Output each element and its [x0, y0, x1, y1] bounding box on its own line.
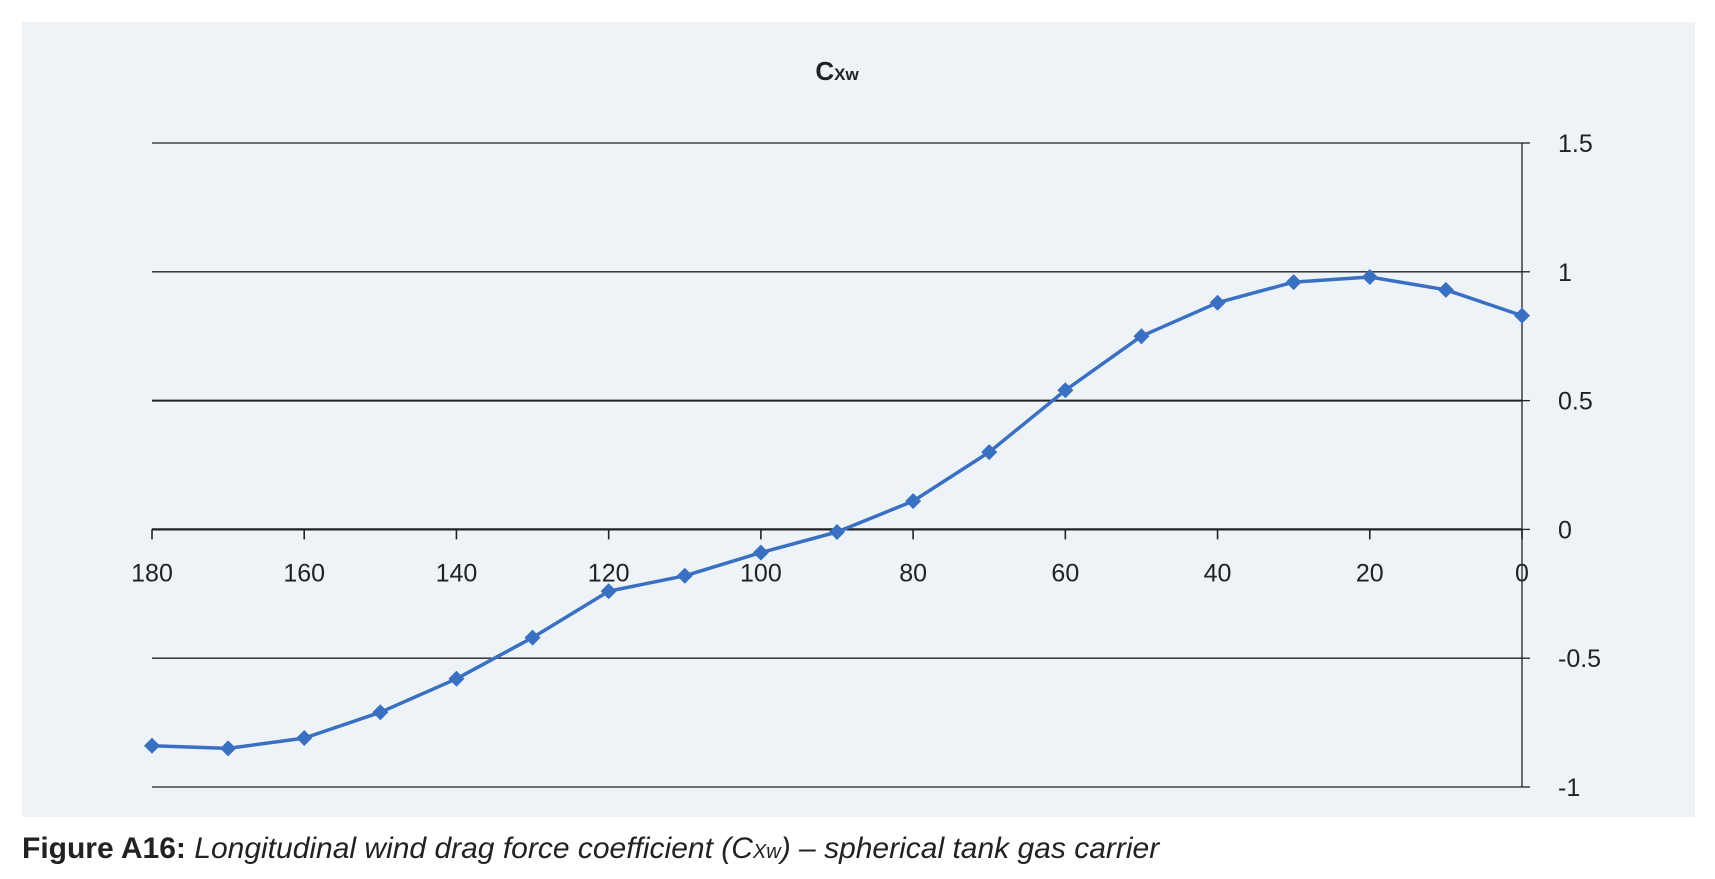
caption-text: Longitudinal wind drag force coefficient…	[194, 832, 1159, 865]
x-tick-label: 40	[1204, 559, 1232, 587]
x-tick-label: 20	[1356, 559, 1384, 587]
caption-text-after: ) – spherical tank gas carrier	[780, 832, 1160, 865]
data-point	[1209, 294, 1226, 311]
y-tick-label: -0.5	[1558, 645, 1601, 673]
caption-text-before: Longitudinal wind drag force coefficient…	[194, 832, 753, 865]
line-layer	[151, 275, 1523, 751]
x-tick-label: 140	[436, 559, 478, 587]
x-tick-label: 120	[588, 559, 630, 587]
label-layer: 1.5 1 0.5 0 -0.5 -1 180 160 140 120 100 80 60 40 20 0	[131, 130, 1601, 802]
data-point	[905, 493, 922, 510]
data-point	[448, 670, 465, 687]
axis-layer	[151, 142, 1530, 788]
data-point	[144, 737, 160, 754]
chart-title: CXw	[815, 56, 859, 86]
chart-title-sub: Xw	[834, 65, 859, 84]
data-point	[600, 583, 617, 600]
caption-label: Figure A16:	[22, 832, 186, 865]
x-tick-label: 100	[740, 559, 782, 587]
data-point	[1437, 281, 1454, 298]
x-tick-label: 180	[131, 559, 173, 587]
data-point	[1057, 382, 1074, 399]
data-point	[372, 704, 389, 721]
chart-title-main: C	[815, 56, 834, 86]
x-tick-label: 0	[1515, 559, 1529, 587]
data-point	[676, 567, 693, 584]
data-point	[1133, 328, 1150, 345]
x-tick-label: 160	[283, 559, 325, 587]
grid-layer	[152, 142, 1522, 788]
x-tick-label: 80	[899, 559, 927, 587]
data-point	[296, 730, 313, 747]
y-tick-label: 1	[1558, 259, 1572, 287]
data-point	[1285, 274, 1302, 291]
data-point	[752, 544, 769, 561]
data-point	[220, 740, 237, 757]
caption-subscript: Xw	[752, 841, 781, 863]
y-tick-label: 0	[1558, 516, 1572, 544]
data-point	[1361, 268, 1378, 285]
y-tick-label: -1	[1558, 774, 1580, 802]
data-point	[1514, 307, 1530, 324]
data-point	[981, 444, 998, 461]
figure-caption: Figure A16: Longitudinal wind drag force…	[22, 832, 1159, 866]
series-line	[151, 275, 1523, 751]
x-tick-label: 60	[1051, 559, 1079, 587]
data-point	[829, 523, 845, 540]
chart-panel	[22, 22, 1695, 817]
y-tick-label: 0.5	[1558, 388, 1593, 416]
marker-layer	[144, 268, 1530, 757]
data-point	[524, 629, 541, 646]
y-tick-label: 1.5	[1558, 130, 1593, 158]
